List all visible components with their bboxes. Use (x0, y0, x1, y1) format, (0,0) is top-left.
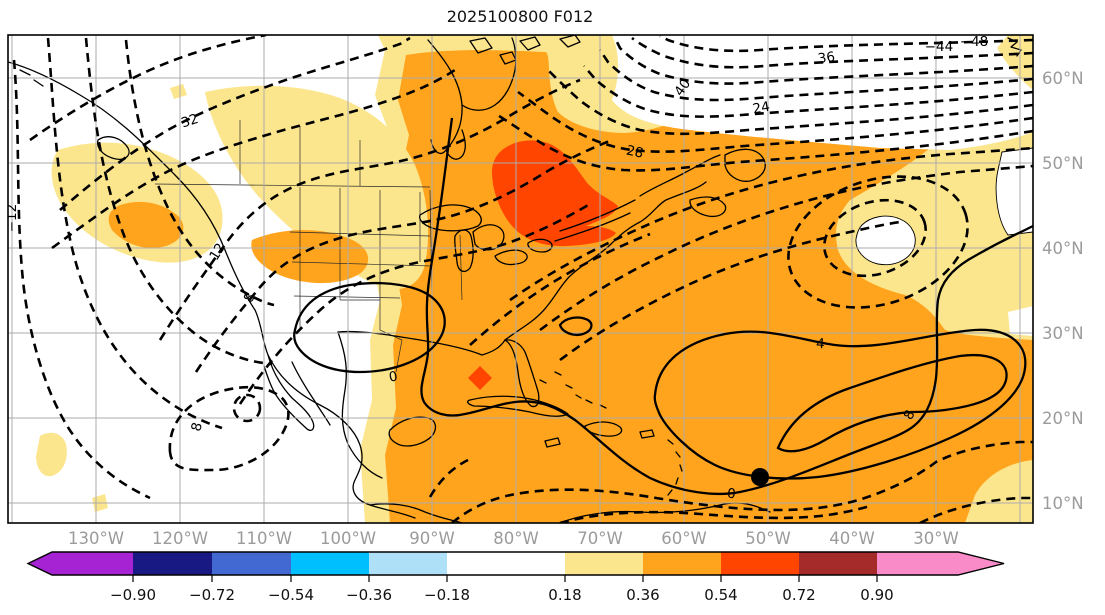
shade-orange-nw-blob (108, 201, 184, 249)
colorbar-ticks (132, 575, 878, 582)
lon-tick-label: 120°W (152, 529, 208, 548)
colorbar-segment (799, 552, 877, 575)
colorbar-tick-label: −0.90 (110, 586, 156, 604)
shade-yellow-prairies (205, 85, 429, 290)
contour-label: 0 (726, 486, 736, 503)
shade-orange-prairie-blob (251, 229, 369, 284)
contour-label: −48 (960, 34, 989, 50)
lon-tick-label: 30°W (913, 529, 959, 548)
colorbar-segment (212, 552, 291, 575)
map-frame (7, 34, 1034, 524)
shade-white-right-1 (995, 147, 1033, 236)
lon-tick-label: 80°W (493, 529, 539, 548)
colorbar-under-arrow (28, 552, 133, 575)
contour-label: 28 (625, 142, 645, 161)
solid-contours (293, 117, 1033, 495)
lon-tick-label: 130°W (68, 529, 124, 548)
contour-label: 4 (815, 336, 825, 353)
shade-white-blob (855, 215, 916, 266)
contour-label: 24 (751, 99, 771, 118)
shade-red-quebec (492, 140, 618, 247)
colorbar-segment (447, 552, 565, 575)
colorbar-tick-label: 0.90 (860, 586, 893, 604)
lon-tick-label: 40°W (829, 529, 875, 548)
lat-tick-label: 10°N (1042, 494, 1084, 513)
lon-tick-label: 100°W (320, 529, 376, 548)
contour-label: 32 (179, 111, 200, 132)
colorbar-tick-label: 0.54 (704, 586, 737, 604)
colorbar-segment (133, 552, 212, 575)
lon-tick-label: 50°W (745, 529, 791, 548)
lat-tick-label: 60°N (1042, 69, 1084, 88)
contour-label: 36 (817, 49, 836, 67)
colorbar-tick-label: −0.18 (424, 586, 470, 604)
colorbar-over-arrow (877, 552, 1004, 575)
shade-yellow-top-small (170, 84, 187, 99)
figure-title: 2025100800 F012 (447, 7, 594, 26)
lat-tick-label: 50°N (1042, 154, 1084, 173)
contour-label: 12 (206, 240, 229, 263)
lat-tick-label: 20°N (1042, 409, 1084, 428)
colorbar-tick-label: −0.72 (189, 586, 235, 604)
colorbar-tick-label: 0.36 (626, 586, 659, 604)
lon-tick-label: 70°W (577, 529, 623, 548)
lon-tick-label: 60°W (661, 529, 707, 548)
colorbar-segment (291, 552, 369, 575)
contour-label: 0 (388, 368, 399, 385)
colorbar-segment (721, 552, 799, 575)
colorbar-tick-labels: −0.90 −0.72 −0.54 −0.36 −0.18 0.18 0.36 … (110, 586, 894, 604)
map-plot-area: 32 12 8 −12 8 0 28 24 36 40 −44 −48 4 8 … (4, 34, 1033, 523)
diamond-marker (468, 366, 492, 390)
colorbar-segment (643, 552, 721, 575)
lon-tick-label: 110°W (236, 529, 292, 548)
colorbar-segment (369, 552, 447, 575)
lon-tick-label: 90°W (409, 529, 455, 548)
contour-label: −12 (4, 204, 20, 233)
lat-tick-label: 40°N (1042, 239, 1084, 258)
latitude-axis-labels: 60°N 50°N 40°N 30°N 20°N 10°N (1042, 69, 1084, 513)
colorbar-tick-label: 0.72 (782, 586, 815, 604)
colorbar-outline (26, 551, 1005, 576)
contour-label: −44 (925, 39, 954, 55)
colorbar-tick-label: −0.36 (346, 586, 392, 604)
longitude-axis-labels: 130°W 120°W 110°W 100°W 90°W 80°W 70°W 6… (68, 529, 959, 548)
colorbar-tick-label: −0.54 (268, 586, 314, 604)
lat-tick-label: 30°N (1042, 324, 1084, 343)
colorbar: −0.90 −0.72 −0.54 −0.36 −0.18 0.18 0.36 … (26, 551, 1005, 604)
colorbar-tick-label: 0.18 (548, 586, 581, 604)
contour-label: 8 (188, 421, 206, 433)
colorbar-segment (565, 552, 643, 575)
shade-yellow-sw1 (36, 432, 67, 477)
storm-position-dot (751, 468, 769, 486)
dashed-contours (12, 35, 1033, 523)
